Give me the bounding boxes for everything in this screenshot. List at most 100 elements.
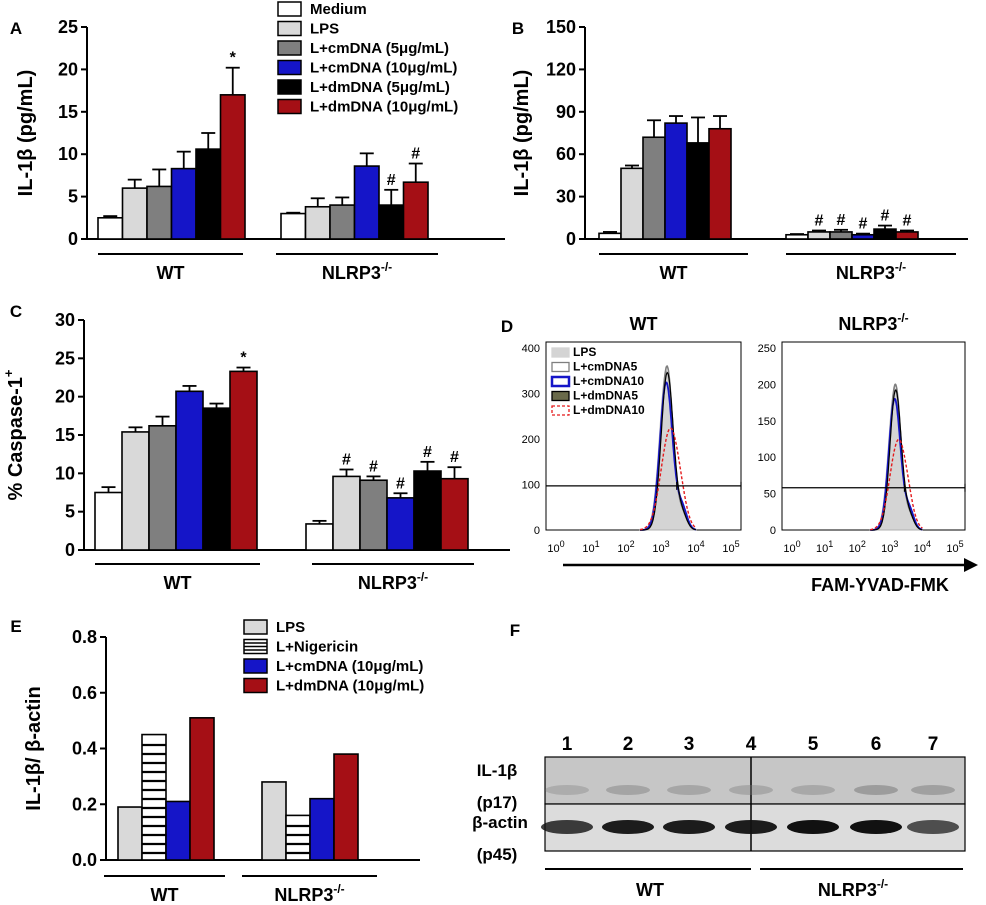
panel-c-y-axis-label-sup: + [1, 369, 16, 377]
panel-d-plot-2-xtick-exp: 3 [893, 539, 898, 549]
panel-c-group-label: NLRP3-/- [358, 570, 428, 593]
panel-d-plot-1-xtick-exp: 4 [700, 539, 705, 549]
panel-f-bactin-band [602, 820, 654, 834]
panel-c-bar [202, 407, 231, 551]
panel-e-bar [333, 753, 359, 861]
panel-d-plot-2-ytick-label: 0 [770, 525, 776, 537]
panel-a-legend-swatch [277, 59, 302, 76]
panel-b-group-label: NLRP3-/- [836, 260, 906, 283]
panel-a: A 0 5 10 15 20 25 * WT # # NLRP3-/- IL-1β (pg/mL) Med… [10, 1, 505, 283]
panel-a-group-label: NLRP3-/- [322, 260, 392, 283]
panel-a-legend-swatch [277, 79, 302, 95]
panel-d-plot-2-title-base: NLRP3 [838, 314, 897, 334]
panel-d-plot-2-ytick-label: 150 [758, 416, 776, 428]
panel-e-ytick-label: 0.0 [72, 850, 97, 870]
panel-a-legend-label: L+dmDNA (5μg/mL) [310, 79, 450, 96]
panel-d-plot-1-ytick-label: 400 [522, 343, 540, 355]
panel-d-plot-1-xtick-label: 100 [547, 539, 564, 555]
panel-d-legend-swatch [551, 390, 570, 402]
panel-a-group-label-sup: -/- [381, 260, 392, 274]
panel-d-plot-1-xtick-base: 10 [687, 543, 699, 555]
panel-c-ytick-label: 15 [55, 425, 75, 445]
panel-d-legend-label: LPS [573, 345, 596, 359]
panel-a-legend-label: LPS [310, 21, 339, 38]
panel-b-significance-mark: # [903, 213, 912, 230]
panel-e-bar [165, 800, 191, 861]
panel-b-bar [642, 136, 666, 240]
panel-f-il1b-band [606, 785, 650, 795]
panel-d-legend-swatch [551, 347, 570, 358]
panel-d-plot-2-xtick-label: 100 [783, 539, 800, 555]
panel-b-y-axis-label: IL-1β (pg/mL) [511, 70, 533, 197]
panel-d-plot-1-xtick-base: 10 [652, 543, 664, 555]
panel-c-significance-mark: # [396, 475, 405, 492]
panel-d-plot-2-ytick-label: 200 [758, 379, 776, 391]
panel-b-significance-mark: # [837, 212, 846, 229]
panel-d-plot-1-xtick-exp: 2 [630, 539, 635, 549]
panel-d-plot-2-xtick-exp: 2 [861, 539, 866, 549]
panel-d-plot-2-frame [781, 341, 966, 531]
panel-b-ytick-label: 150 [546, 17, 576, 37]
panel-b-significance-mark: # [859, 216, 868, 233]
panel-e-group-label: NLRP3-/- [274, 882, 344, 905]
panel-a-ytick-label: 15 [58, 102, 78, 122]
panel-d-plot-2-xtick-label: 102 [849, 539, 866, 555]
panel-a-y-axis-label: IL-1β (pg/mL) [15, 70, 37, 197]
panel-c-bar [175, 390, 204, 551]
panel-e-y-axis-label-text: IL-1β/ β-actin [23, 686, 45, 810]
panel-d-plot-1-xtick-exp: 5 [735, 539, 740, 549]
panel-b-y-axis-label-text: IL-1β (pg/mL) [511, 70, 533, 197]
panel-b-bar [829, 231, 853, 240]
panel-d-plot-1-ytick-label: 100 [522, 480, 540, 492]
panel-d-plot-1-xtick-base: 10 [582, 543, 594, 555]
panel-e-letter: E [10, 617, 21, 636]
panel-c-bar [121, 431, 150, 551]
panel-f-group-label-sup: -/- [877, 877, 888, 891]
panel-b-group-label-base: WT [660, 263, 688, 283]
panel-b-group-label-sup: -/- [895, 260, 906, 274]
panel-b-significance-mark: # [881, 208, 890, 225]
panel-e-ytick-label: 0.6 [72, 683, 97, 703]
panel-d-plot-1-xtick-label: 101 [582, 539, 599, 555]
panel-c-group-label-sup: -/- [417, 570, 428, 584]
panel-c-bar [148, 424, 177, 551]
panel-a-y-axis-label-text: IL-1β (pg/mL) [15, 70, 37, 197]
panel-a-bar [121, 187, 148, 240]
panel-d-legend-swatch [551, 405, 570, 416]
panel-d-plot-1-title: WT [630, 314, 658, 334]
panel-e-group-label-sup: -/- [333, 882, 344, 896]
panel-c-bar [332, 475, 361, 551]
panel-f-lane-number: 2 [623, 734, 634, 755]
panel-d-plot-1-ytick-label: 300 [522, 389, 540, 401]
panel-e-ytick-label: 0.8 [72, 627, 97, 647]
panel-d-legend-label: L+dmDNA5 [573, 389, 638, 403]
panel-f-group-label: NLRP3-/- [818, 877, 888, 900]
panel-f-lane-number: 1 [562, 734, 573, 755]
panel-e-bar [141, 733, 167, 861]
panel-d-plot-2-xtick-base: 10 [849, 543, 861, 555]
panel-d-plot-2-dmdna10-histogram [870, 438, 923, 531]
panel-c-significance-mark: # [369, 458, 378, 475]
panel-b-bar [807, 231, 831, 240]
panel-b-group-label: WT [660, 263, 688, 283]
panel-b-bar [664, 122, 688, 240]
panel-c-significance-mark: # [423, 444, 432, 461]
panel-d-plot-2-dmdna5-histogram [870, 389, 923, 531]
panel-f-bactin-band [907, 820, 959, 834]
panel-a-bar [329, 204, 356, 240]
panel-d-plot-2-title: NLRP3-/- [838, 311, 908, 334]
panel-c-bar [305, 523, 334, 551]
panel-d-legend-label: L+dmDNA10 [573, 403, 645, 417]
panel-e-bar [117, 806, 143, 861]
panel-d-plot-2-xtick-exp: 4 [926, 539, 931, 549]
panel-f-il1b-band [911, 785, 955, 795]
panel-d-legend-label: L+cmDNA10 [573, 374, 644, 388]
panel-f-lane-number: 5 [808, 734, 819, 755]
panel-c-bar [440, 477, 469, 551]
panel-c-group-label: WT [164, 573, 192, 593]
panel-a-bar [219, 94, 246, 240]
panel-f-il1b-band [729, 785, 773, 795]
panel-d-plot-1-xtick-base: 10 [722, 543, 734, 555]
panel-d-plot-2-xtick-base: 10 [914, 543, 926, 555]
panel-d-plot-2-cmdna10-histogram [870, 397, 923, 531]
